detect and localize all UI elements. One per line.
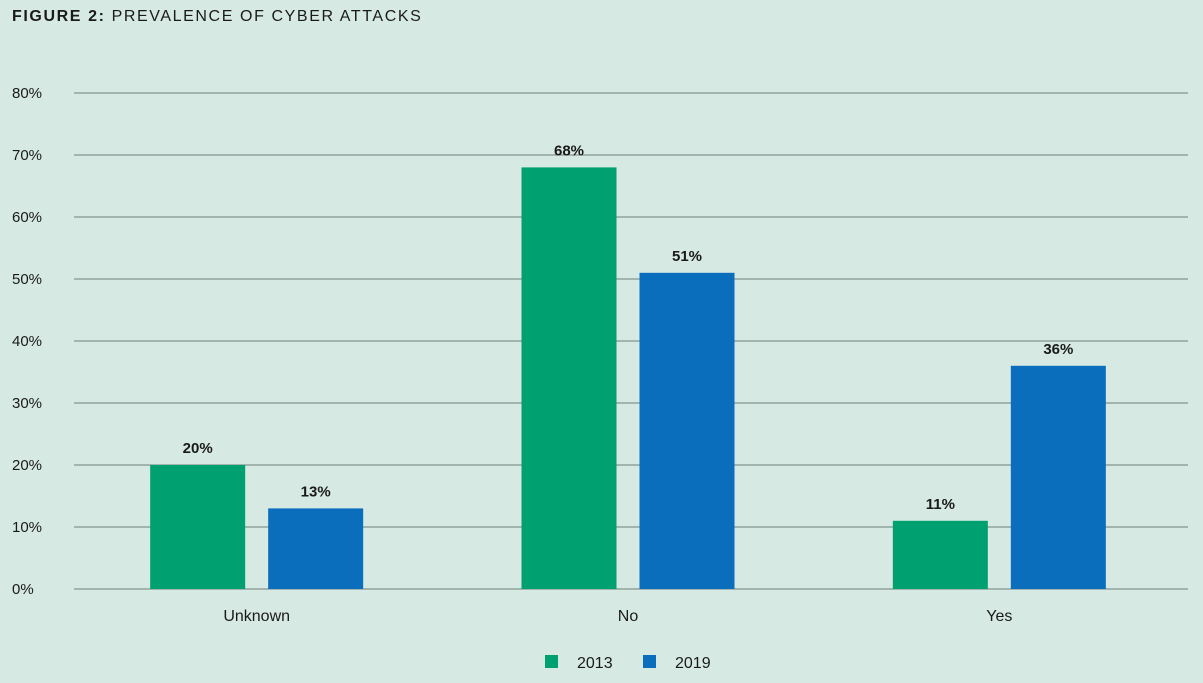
legend-label: 2013 <box>577 655 613 672</box>
y-tick-label: 80% <box>12 85 42 102</box>
data-label: 11% <box>926 496 955 513</box>
data-label: 13% <box>301 483 331 500</box>
data-label: 51% <box>672 248 702 265</box>
x-category-label: No <box>618 608 639 625</box>
bar <box>639 272 735 589</box>
bar <box>892 520 988 589</box>
x-category-label: Unknown <box>223 608 290 625</box>
y-tick-label: 40% <box>12 333 42 350</box>
title-prefix: FIGURE 2: <box>12 8 106 25</box>
y-tick-label: 60% <box>12 209 42 226</box>
bar <box>150 465 246 589</box>
y-tick-label: 0% <box>12 581 34 598</box>
legend-swatch <box>545 655 558 668</box>
y-tick-label: 50% <box>12 271 42 288</box>
data-label: 20% <box>183 440 213 457</box>
bar <box>1010 365 1106 589</box>
data-label: 68% <box>554 142 584 159</box>
chart-title: FIGURE 2: PREVALENCE OF CYBER ATTACKS <box>12 8 422 26</box>
y-tick-label: 30% <box>12 395 42 412</box>
x-category-label: Yes <box>986 608 1012 625</box>
y-tick-label: 10% <box>12 519 42 536</box>
bar <box>268 508 364 589</box>
y-tick-label: 20% <box>12 457 42 474</box>
legend-swatch <box>643 655 656 668</box>
title-text: PREVALENCE OF CYBER ATTACKS <box>111 8 423 25</box>
bar <box>521 167 617 589</box>
data-label: 36% <box>1043 341 1073 358</box>
legend-label: 2019 <box>675 655 711 672</box>
y-tick-label: 70% <box>12 147 42 164</box>
